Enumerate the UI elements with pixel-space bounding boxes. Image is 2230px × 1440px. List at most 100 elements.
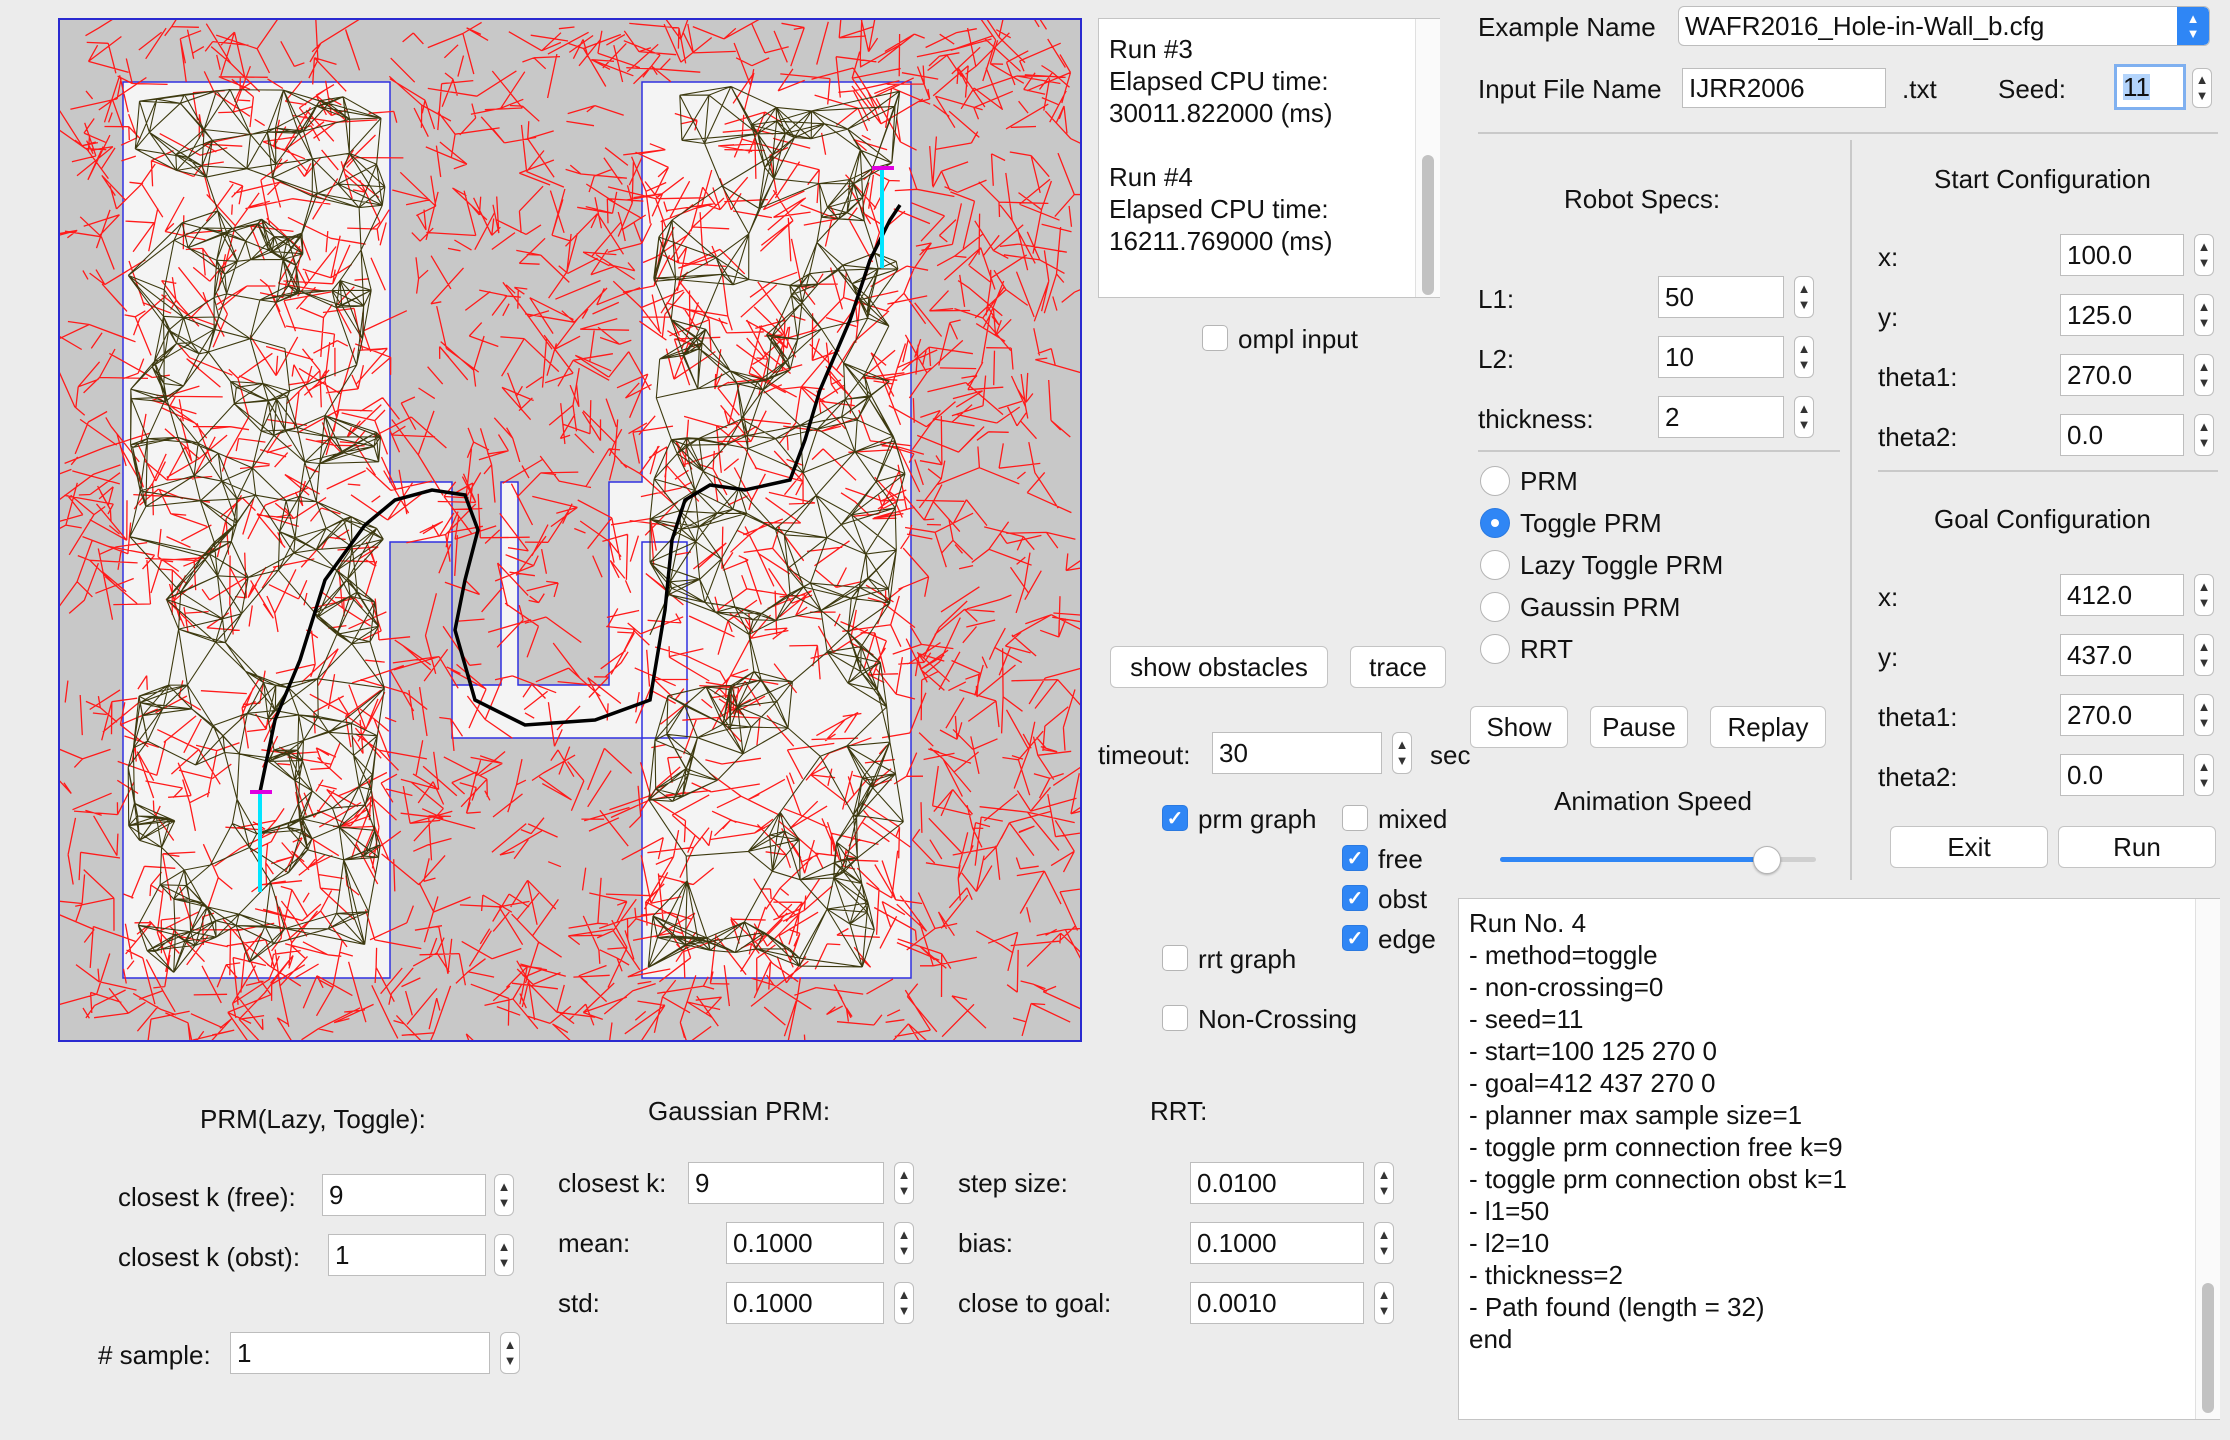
rrt-bias-field[interactable]: 0.1000 bbox=[1190, 1222, 1364, 1264]
run-output-panel[interactable]: Run #3 Elapsed CPU time: 30011.822000 (m… bbox=[1098, 18, 1440, 298]
log-line: - thickness=2 bbox=[1469, 1260, 1623, 1290]
run-output-scrollbar[interactable] bbox=[1415, 19, 1440, 297]
method-radio-prm[interactable] bbox=[1480, 466, 1510, 496]
rrt-graph-checkbox[interactable] bbox=[1162, 945, 1188, 971]
sample-field[interactable]: 1 bbox=[230, 1332, 490, 1374]
gaussian-closest-k-field[interactable]: 9 bbox=[688, 1162, 884, 1204]
planner-canvas-svg bbox=[60, 20, 1080, 1040]
log-line: - non-crossing=0 bbox=[1469, 972, 1664, 1002]
goal-theta1-field[interactable]: 270.0 bbox=[2060, 694, 2184, 736]
rrt-bias-stepper[interactable]: ▲ ▼ bbox=[1374, 1222, 1394, 1264]
log-line: - toggle prm connection obst k=1 bbox=[1469, 1164, 1847, 1194]
closest-k-obst-field[interactable]: 1 bbox=[328, 1234, 486, 1276]
planner-canvas[interactable] bbox=[58, 18, 1082, 1042]
method-radio-lazy-toggle-prm[interactable] bbox=[1480, 550, 1510, 580]
method-radio-rrt[interactable] bbox=[1480, 634, 1510, 664]
goal-x-field[interactable]: 412.0 bbox=[2060, 574, 2184, 616]
gaussian-std-stepper[interactable]: ▲ ▼ bbox=[894, 1282, 914, 1324]
seed-stepper[interactable]: ▲ ▼ bbox=[2192, 68, 2212, 108]
edge-checkbox[interactable]: ✓ bbox=[1342, 925, 1368, 951]
goal-theta2-stepper[interactable]: ▲ ▼ bbox=[2194, 754, 2214, 796]
log-line: - l1=50 bbox=[1469, 1196, 1550, 1226]
goal-x-stepper[interactable]: ▲ ▼ bbox=[2194, 574, 2214, 616]
slider-knob[interactable] bbox=[1753, 846, 1782, 874]
log-line: - method=toggle bbox=[1469, 940, 1658, 970]
rrt-step-size-stepper[interactable]: ▲ ▼ bbox=[1374, 1162, 1394, 1204]
method-label-prm: PRM bbox=[1520, 466, 1578, 496]
log-line: - start=100 125 270 0 bbox=[1469, 1036, 1717, 1066]
log-line: - seed=11 bbox=[1469, 1004, 1584, 1034]
pause-button[interactable]: Pause bbox=[1590, 706, 1688, 748]
gaussian-mean-stepper[interactable]: ▲ ▼ bbox=[894, 1222, 914, 1264]
free-edges bbox=[127, 85, 906, 973]
rrt-step-size-field[interactable]: 0.0100 bbox=[1190, 1162, 1364, 1204]
rrt-close-to-goal-label: close to goal: bbox=[958, 1288, 1112, 1318]
robot-specs-title: Robot Specs: bbox=[1564, 184, 1721, 214]
timeout-field[interactable]: 30 bbox=[1212, 732, 1382, 774]
method-radio-gaussian-prm[interactable] bbox=[1480, 592, 1510, 622]
run-button[interactable]: Run bbox=[2058, 826, 2216, 868]
log-panel[interactable]: Run No. 4 - method=toggle - non-crossing… bbox=[1458, 898, 2220, 1420]
start-x-stepper[interactable]: ▲ ▼ bbox=[2194, 234, 2214, 276]
start-theta2-stepper[interactable]: ▲ ▼ bbox=[2194, 414, 2214, 456]
animation-speed-slider[interactable] bbox=[1500, 846, 1816, 874]
trace-button[interactable]: trace bbox=[1350, 646, 1446, 688]
run-output-scroll-thumb[interactable] bbox=[1422, 155, 1434, 295]
ompl-input-checkbox[interactable] bbox=[1202, 325, 1228, 351]
top-separator bbox=[1478, 132, 2218, 134]
start-y-field[interactable]: 125.0 bbox=[2060, 294, 2184, 336]
log-scroll-thumb[interactable] bbox=[2202, 1283, 2214, 1413]
sample-stepper[interactable]: ▲ ▼ bbox=[500, 1332, 520, 1374]
gaussian-std-field[interactable]: 0.1000 bbox=[726, 1282, 884, 1324]
gaussian-closest-k-label: closest k: bbox=[558, 1168, 667, 1198]
replay-button[interactable]: Replay bbox=[1710, 706, 1826, 748]
free-label: free bbox=[1378, 844, 1423, 874]
closest-k-obst-stepper[interactable]: ▲ ▼ bbox=[494, 1234, 514, 1276]
l2-field[interactable]: 10 bbox=[1658, 336, 1784, 378]
log-scrollbar[interactable] bbox=[2195, 899, 2220, 1419]
start-x-field[interactable]: 100.0 bbox=[2060, 234, 2184, 276]
rrt-close-to-goal-field[interactable]: 0.0010 bbox=[1190, 1282, 1364, 1324]
non-crossing-checkbox[interactable] bbox=[1162, 1005, 1188, 1031]
l1-stepper[interactable]: ▲ ▼ bbox=[1794, 276, 1814, 318]
example-name-select[interactable]: WAFR2016_Hole-in-Wall_b.cfg ▲ ▼ bbox=[1678, 6, 2210, 46]
input-file-label: Input File Name bbox=[1478, 74, 1662, 104]
l1-field[interactable]: 50 bbox=[1658, 276, 1784, 318]
rrt-close-to-goal-stepper[interactable]: ▲ ▼ bbox=[1374, 1282, 1394, 1324]
start-y-stepper[interactable]: ▲ ▼ bbox=[2194, 294, 2214, 336]
closest-k-free-field[interactable]: 9 bbox=[322, 1174, 486, 1216]
seed-field[interactable]: 11 bbox=[2114, 64, 2186, 110]
exit-button[interactable]: Exit bbox=[1890, 826, 2048, 868]
closest-k-free-stepper[interactable]: ▲ ▼ bbox=[494, 1174, 514, 1216]
goal-y-field[interactable]: 437.0 bbox=[2060, 634, 2184, 676]
start-x-label: x: bbox=[1878, 242, 1899, 272]
thickness-stepper[interactable]: ▲ ▼ bbox=[1794, 396, 1814, 438]
method-label-gaussian-prm: Gaussin PRM bbox=[1520, 592, 1681, 622]
free-checkbox[interactable]: ✓ bbox=[1342, 845, 1368, 871]
goal-y-stepper[interactable]: ▲ ▼ bbox=[2194, 634, 2214, 676]
thickness-field[interactable]: 2 bbox=[1658, 396, 1784, 438]
start-theta2-label: theta2: bbox=[1878, 422, 1958, 452]
method-radio-toggle-prm[interactable] bbox=[1480, 508, 1510, 538]
mixed-checkbox[interactable] bbox=[1342, 805, 1368, 831]
obst-checkbox[interactable]: ✓ bbox=[1342, 885, 1368, 911]
input-file-field[interactable]: IJRR2006 bbox=[1682, 68, 1886, 108]
gaussian-mean-field[interactable]: 0.1000 bbox=[726, 1222, 884, 1264]
timeout-stepper[interactable]: ▲ ▼ bbox=[1392, 732, 1412, 774]
goal-theta1-label: theta1: bbox=[1878, 702, 1958, 732]
start-theta2-field[interactable]: 0.0 bbox=[2060, 414, 2184, 456]
gaussian-params-title: Gaussian PRM: bbox=[648, 1096, 831, 1126]
l2-stepper[interactable]: ▲ ▼ bbox=[1794, 336, 1814, 378]
gaussian-closest-k-stepper[interactable]: ▲ ▼ bbox=[894, 1162, 914, 1204]
goal-theta2-field[interactable]: 0.0 bbox=[2060, 754, 2184, 796]
start-theta1-stepper[interactable]: ▲ ▼ bbox=[2194, 354, 2214, 396]
gaussian-mean-label: mean: bbox=[558, 1228, 631, 1258]
solution-path bbox=[258, 204, 902, 793]
example-name-label: Example Name bbox=[1478, 12, 1656, 42]
start-theta1-field[interactable]: 270.0 bbox=[2060, 354, 2184, 396]
method-label-rrt: RRT bbox=[1520, 634, 1573, 664]
prm-graph-checkbox[interactable]: ✓ bbox=[1162, 805, 1188, 831]
goal-theta1-stepper[interactable]: ▲ ▼ bbox=[2194, 694, 2214, 736]
show-button[interactable]: Show bbox=[1470, 706, 1568, 748]
show-obstacles-button[interactable]: show obstacles bbox=[1110, 646, 1328, 688]
